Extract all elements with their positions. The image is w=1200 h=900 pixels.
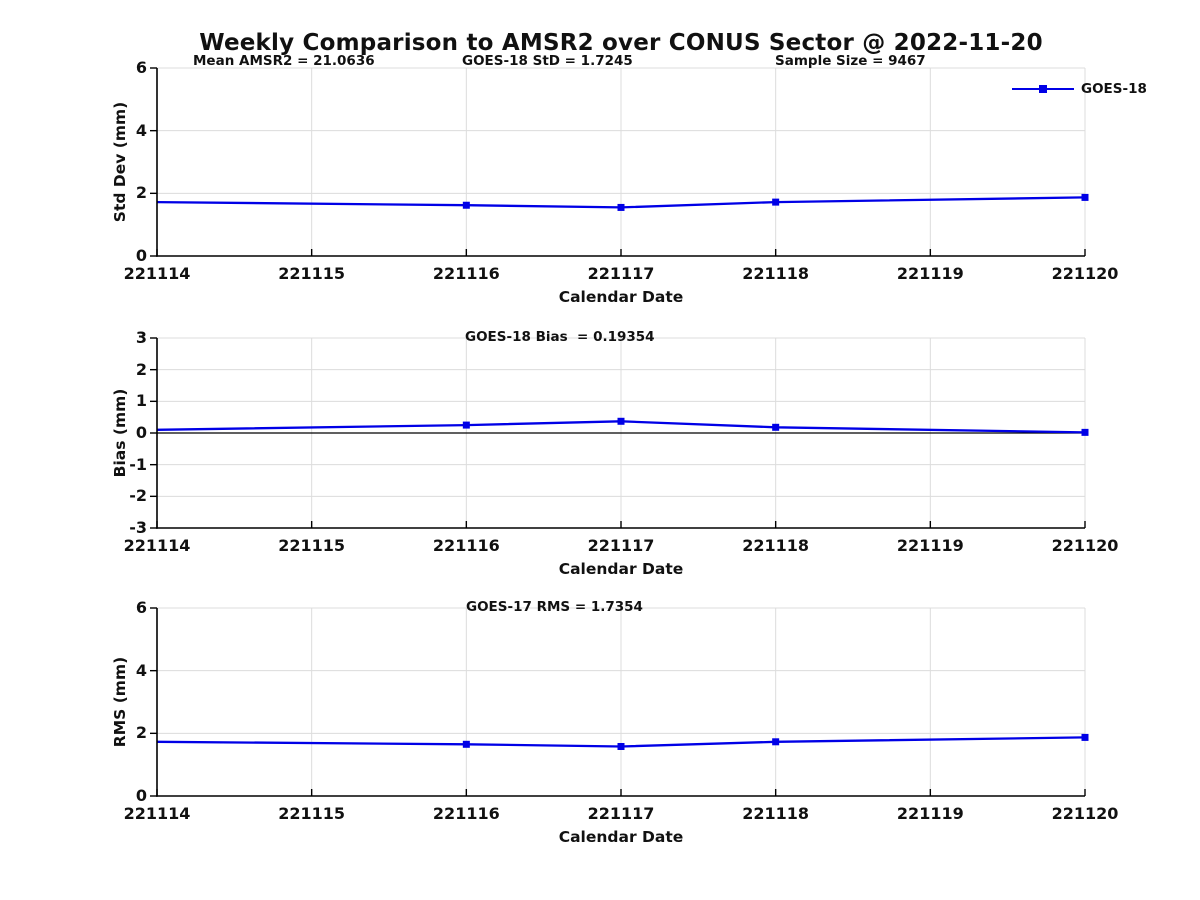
std-dev-annotation: Mean AMSR2 = 21.0636 bbox=[193, 53, 375, 69]
std-dev-x-tick-label: 221114 bbox=[123, 264, 191, 283]
bias-y-tick-label: 1 bbox=[135, 391, 147, 411]
rms-x-tick-label: 221117 bbox=[587, 804, 655, 823]
std-dev-data-marker bbox=[1081, 193, 1089, 201]
rms-annotation: GOES-17 RMS = 1.7354 bbox=[466, 599, 643, 615]
bias-x-tick-label: 221118 bbox=[742, 536, 810, 555]
legend-line-sample bbox=[1012, 84, 1074, 93]
std-dev-data-marker bbox=[617, 203, 625, 211]
std-dev-y-tick-label: 2 bbox=[135, 183, 147, 203]
std-dev-y-axis-title: Std Dev (mm) bbox=[111, 101, 129, 223]
bias-y-tick-label: 2 bbox=[135, 359, 147, 379]
std-dev-data-marker bbox=[462, 201, 470, 209]
rms-data-marker bbox=[617, 742, 625, 750]
std-dev-x-axis-title: Calendar Date bbox=[558, 288, 684, 306]
bias-x-tick-label: 221119 bbox=[896, 536, 964, 555]
bias-y-tick-label: -2 bbox=[129, 486, 147, 506]
rms-y-axis-title: RMS (mm) bbox=[111, 656, 129, 748]
rms-y-tick-label: 0 bbox=[135, 786, 147, 805]
bias-y-tick-label: -3 bbox=[129, 518, 147, 537]
legend: GOES-18 bbox=[1012, 81, 1147, 97]
std-dev-data-marker bbox=[772, 198, 780, 206]
std-dev-annotation: Sample Size = 9467 bbox=[775, 53, 926, 69]
bias-x-tick-label: 221117 bbox=[587, 536, 655, 555]
bias-y-axis-title: Bias (mm) bbox=[111, 388, 129, 478]
chart-title: Weekly Comparison to AMSR2 over CONUS Se… bbox=[199, 30, 1043, 56]
bias-annotation: GOES-18 Bias = 0.19354 bbox=[465, 329, 655, 345]
std-dev-y-tick-label: 6 bbox=[135, 58, 147, 77]
bias-data-marker bbox=[1081, 428, 1089, 436]
legend-marker-icon bbox=[1039, 84, 1047, 93]
bias-y-tick-label: -1 bbox=[129, 454, 147, 474]
bias-data-marker bbox=[462, 421, 470, 429]
rms-data-marker bbox=[462, 740, 470, 748]
rms-x-tick-label: 221120 bbox=[1051, 804, 1119, 823]
rms-data-marker bbox=[1081, 733, 1089, 741]
rms-x-tick-label: 221115 bbox=[278, 804, 346, 823]
rms-y-tick-label: 6 bbox=[135, 598, 147, 617]
rms-x-tick-label: 221119 bbox=[896, 804, 964, 823]
bias-x-tick-label: 221114 bbox=[123, 536, 191, 555]
bias-data-marker bbox=[617, 417, 625, 425]
std-dev-y-tick-label: 0 bbox=[135, 246, 147, 265]
rms-x-axis-title: Calendar Date bbox=[558, 828, 684, 846]
bias-x-tick-label: 221115 bbox=[278, 536, 346, 555]
rms-x-tick-label: 221116 bbox=[432, 804, 500, 823]
legend-label: GOES-18 bbox=[1081, 81, 1147, 97]
bias-x-axis-title: Calendar Date bbox=[558, 560, 684, 578]
rms-y-tick-label: 4 bbox=[135, 660, 147, 680]
rms-y-tick-label: 2 bbox=[135, 723, 147, 743]
bias-x-tick-label: 221120 bbox=[1051, 536, 1119, 555]
std-dev-annotation: GOES-18 StD = 1.7245 bbox=[462, 53, 633, 69]
rms-x-tick-label: 221118 bbox=[742, 804, 810, 823]
bias-data-marker bbox=[772, 423, 780, 431]
std-dev-y-tick-label: 4 bbox=[135, 120, 147, 140]
std-dev-x-tick-label: 221115 bbox=[278, 264, 346, 283]
bias-y-tick-label: 3 bbox=[135, 328, 147, 347]
std-dev-x-tick-label: 221119 bbox=[896, 264, 964, 283]
std-dev-x-tick-label: 221117 bbox=[587, 264, 655, 283]
bias-y-tick-label: 0 bbox=[135, 423, 147, 442]
rms-x-tick-label: 221114 bbox=[123, 804, 191, 823]
std-dev-x-tick-label: 221116 bbox=[432, 264, 500, 283]
std-dev-x-tick-label: 221120 bbox=[1051, 264, 1119, 283]
rms-data-marker bbox=[772, 738, 780, 746]
bias-x-tick-label: 221116 bbox=[432, 536, 500, 555]
std-dev-x-tick-label: 221118 bbox=[742, 264, 810, 283]
